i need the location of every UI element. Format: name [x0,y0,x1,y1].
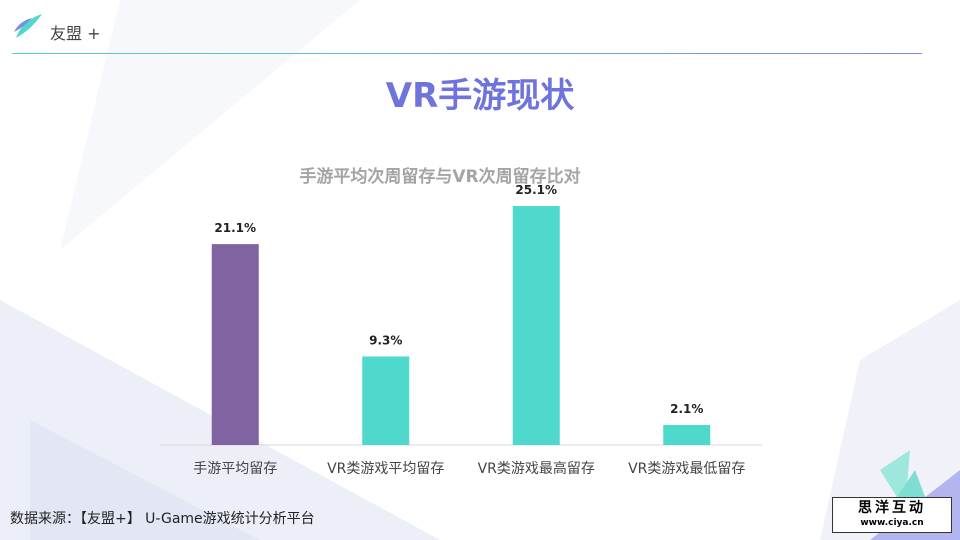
category-label-3: VR类游戏最低留存 [628,461,745,477]
category-label-2: VR类游戏最高留存 [478,460,595,477]
category-label-1: VR类游戏平均留存 [327,461,444,477]
watermark-badge: 思洋互动 www.ciya.cn [832,497,952,533]
data-source-note: 数据来源：【友盟+】 U-Game游戏统计分析平台 [10,511,315,527]
category-label-0: 手游平均留存 [193,461,277,477]
header-divider [12,53,922,54]
brand-name: 友盟 + [50,24,101,43]
watermark-title: 思洋互动 [858,500,926,516]
chart-title: 手游平均次周留存与VR次周留存比对 [299,167,581,187]
page-title: VR手游现状 [385,76,575,116]
leaf-logo-icon [14,14,42,38]
data-label-1: 9.3% [369,333,402,347]
brand-logo: 友盟 + [12,10,122,50]
watermark-url: www.ciya.cn [860,518,924,528]
bar-1 [362,356,410,445]
bar-0 [211,244,259,445]
data-label-2: 25.1% [515,183,557,197]
bar-3 [663,425,711,445]
data-label-3: 2.1% [670,402,703,416]
bar-2 [512,206,560,445]
data-label-0: 21.1% [214,221,256,235]
